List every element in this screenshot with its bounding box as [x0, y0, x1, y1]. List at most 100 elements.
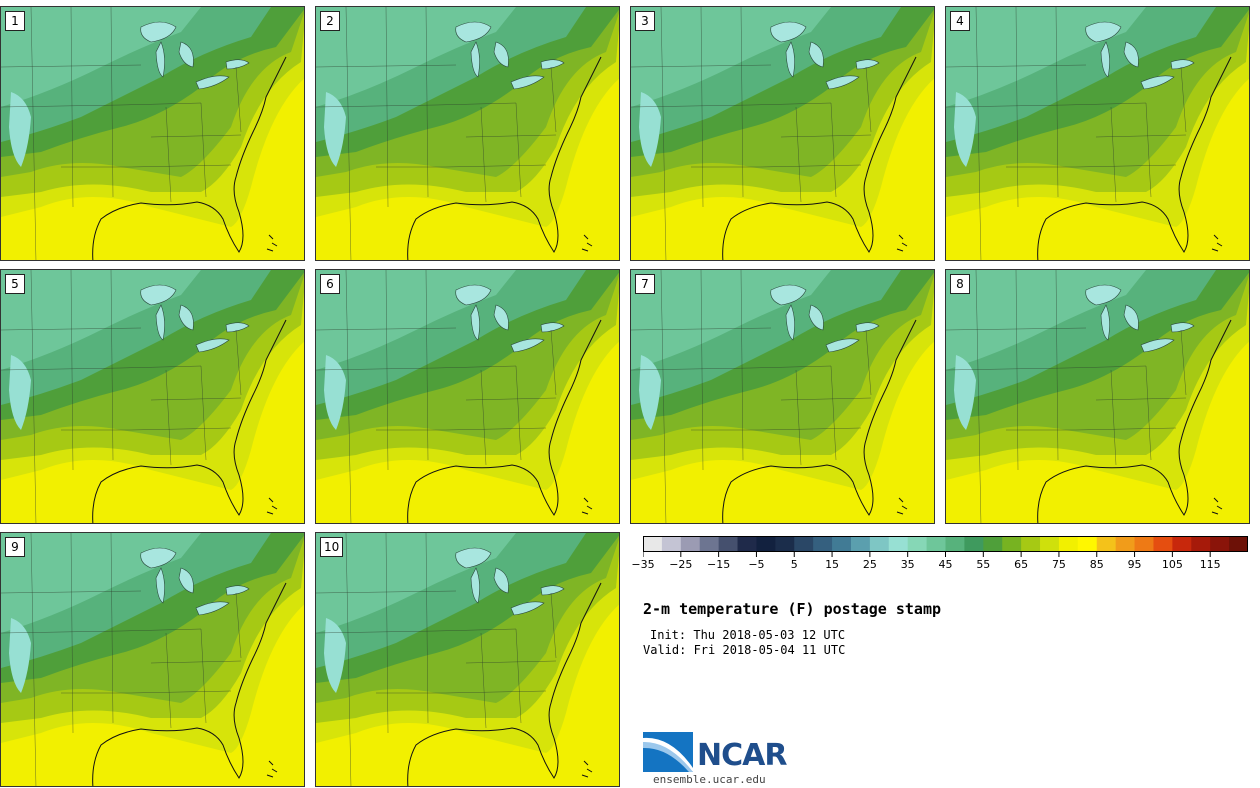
colorbar-swatch — [718, 536, 739, 552]
rockies-cold-patch — [639, 92, 661, 167]
coastline — [92, 582, 287, 786]
state-boundary — [1055, 7, 1059, 198]
coastline — [1037, 319, 1232, 523]
bahamas-islands — [1211, 497, 1223, 515]
member-panel-8: 8 — [945, 269, 1250, 524]
colorbar-tick-label: 115 — [1199, 558, 1221, 571]
lake-erie — [1140, 75, 1175, 90]
member-number: 1 — [5, 11, 25, 31]
colorbar-tick-label: 85 — [1089, 558, 1104, 571]
colorbar-swatch — [813, 536, 833, 552]
state-boundary — [515, 628, 522, 724]
state-boundary — [631, 327, 772, 331]
state-boundary — [1145, 102, 1152, 198]
lake-superior — [1085, 21, 1122, 43]
state-boundary — [445, 427, 547, 431]
state-boundary — [975, 7, 982, 260]
lake-ontario — [540, 322, 565, 333]
state-boundary — [1, 327, 142, 331]
lake-ontario — [855, 322, 880, 333]
bahamas-islands — [1211, 234, 1223, 252]
state-boundary — [1, 590, 142, 594]
colorbar-swatch — [794, 536, 814, 552]
colorbar-swatch — [1040, 536, 1060, 552]
colorbar-swatch — [661, 536, 682, 552]
state-boundary — [425, 533, 429, 724]
state-boundary — [165, 106, 172, 203]
state-boundary — [70, 7, 74, 208]
state-boundary — [1180, 329, 1187, 396]
state-boundary — [480, 369, 487, 466]
lake-huron — [178, 304, 194, 331]
colorbar-tick-label: 25 — [862, 558, 877, 571]
state-boundary — [1, 367, 122, 371]
colorbar-swatch — [1210, 536, 1230, 552]
temperature-map — [316, 533, 619, 786]
state-boundary — [70, 533, 74, 734]
colorbar-tick-label: 65 — [1014, 558, 1029, 571]
state-boundary — [946, 327, 1087, 331]
rockies-cold-patch — [9, 355, 31, 430]
lake-ontario — [225, 59, 250, 70]
state-boundary — [631, 64, 772, 68]
colorbar-swatch — [1115, 536, 1136, 552]
state-boundary — [550, 329, 557, 396]
colorbar-swatch — [1172, 536, 1192, 552]
colorbar-tick-label: 15 — [825, 558, 840, 571]
colorbar-swatch — [869, 536, 890, 552]
lake-michigan — [155, 567, 165, 604]
state-boundary — [946, 104, 1067, 108]
lake-huron — [1123, 41, 1139, 68]
lake-superior — [770, 284, 807, 306]
state-boundary — [345, 270, 352, 523]
lake-ontario — [540, 585, 565, 596]
state-boundary — [795, 369, 802, 466]
state-boundary — [120, 365, 202, 369]
coastline — [722, 56, 917, 260]
state-boundary — [150, 134, 242, 138]
lake-ontario — [225, 322, 250, 333]
lake-michigan — [785, 304, 795, 341]
lake-michigan — [1100, 41, 1110, 78]
colorbar-swatch — [1077, 536, 1098, 552]
lake-michigan — [1100, 304, 1110, 341]
state-boundary — [550, 66, 557, 133]
state-boundary — [750, 365, 832, 369]
member-panel-3: 3 — [630, 6, 935, 261]
temperature-colorbar — [643, 536, 1248, 557]
state-boundary — [200, 102, 207, 198]
member-number: 9 — [5, 537, 25, 557]
colorbar-tick-label: −35 — [631, 558, 655, 571]
state-boundary — [110, 270, 114, 461]
state-boundary — [30, 7, 37, 260]
colorbar-tick-label: 55 — [976, 558, 991, 571]
colorbar-tick-label: −25 — [669, 558, 693, 571]
colorbar-swatch — [756, 536, 776, 552]
lake-huron — [808, 41, 824, 68]
state-boundary — [1110, 106, 1117, 203]
colorbar-swatch — [926, 536, 946, 552]
member-number: 5 — [5, 274, 25, 294]
colorbar-swatch — [983, 536, 1003, 552]
state-boundary — [830, 102, 837, 198]
state-boundary — [660, 270, 667, 523]
state-boundary — [660, 7, 667, 260]
lake-ontario — [855, 59, 880, 70]
lake-erie — [1140, 338, 1175, 353]
member-number: 6 — [320, 274, 340, 294]
state-boundary — [316, 590, 457, 594]
colorbar-swatch — [1096, 536, 1117, 552]
colorbar-tick-label: 95 — [1127, 558, 1142, 571]
state-boundary — [385, 270, 389, 471]
state-boundary — [445, 690, 547, 694]
colorbar-tick-label: 75 — [1051, 558, 1066, 571]
lake-michigan — [470, 41, 480, 78]
lake-ontario — [540, 59, 565, 70]
state-boundary — [795, 106, 802, 203]
member-panel-1: 1 — [0, 6, 305, 261]
state-boundary — [750, 102, 832, 106]
state-boundary — [480, 106, 487, 203]
state-boundary — [425, 7, 429, 198]
state-boundary — [165, 632, 172, 729]
state-boundary — [30, 270, 37, 523]
